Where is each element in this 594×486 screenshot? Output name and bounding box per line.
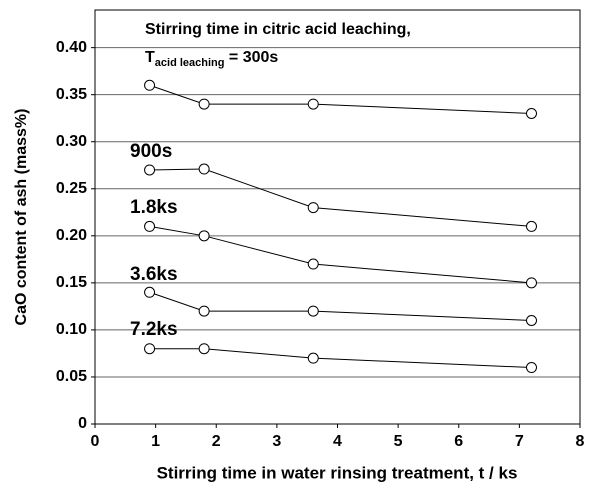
plot-frame	[94, 9, 581, 425]
y-tick-label: 0.20	[56, 227, 87, 244]
y-tick-label: 0.40	[56, 39, 87, 56]
y-tick-label: 0.10	[56, 321, 87, 338]
marker	[198, 230, 210, 242]
marker	[307, 352, 319, 364]
marker	[144, 164, 156, 176]
marker	[144, 286, 156, 298]
marker	[144, 343, 156, 355]
condition-symbol: T	[145, 49, 155, 66]
x-axis-title: Stirring time in water rinsing treatment…	[157, 463, 518, 482]
series-line	[149, 84, 532, 114]
marker	[198, 98, 210, 110]
marker	[144, 79, 156, 91]
series-line	[149, 348, 532, 369]
x-tick-label: 6	[454, 433, 463, 450]
condition: Tacid leaching = 300s	[145, 49, 278, 69]
marker	[307, 258, 319, 270]
marker	[526, 362, 537, 374]
marker	[307, 98, 319, 110]
x-tick-label: 1	[151, 433, 160, 450]
marker	[144, 220, 156, 232]
marker	[526, 220, 537, 232]
marker	[307, 305, 319, 317]
annotation: Stirring time in citric acid leaching,	[145, 21, 411, 38]
x-tick-label: 2	[212, 433, 221, 450]
y-axis-title: CaO content of ash (mass%)	[13, 109, 30, 326]
series-line	[149, 291, 532, 321]
marker	[198, 163, 210, 175]
series-label: 3.6ks	[130, 264, 178, 285]
y-tick-label: 0	[78, 415, 87, 432]
marker	[307, 202, 319, 214]
marker	[198, 305, 210, 317]
series-line	[149, 225, 532, 284]
marker	[526, 108, 537, 119]
y-tick-label: 0.05	[56, 368, 87, 385]
marker	[198, 343, 210, 355]
x-tick-label: 7	[515, 433, 524, 450]
x-tick-label: 0	[91, 433, 100, 450]
marker	[526, 315, 537, 326]
condition-text: = 300s	[224, 49, 278, 66]
y-tick-label: 0.25	[56, 180, 87, 197]
marker	[526, 277, 537, 289]
x-tick-label: 4	[333, 433, 342, 450]
y-tick-label: 0.15	[56, 274, 87, 291]
x-tick-label: 8	[576, 433, 585, 450]
x-tick-label: 3	[272, 433, 281, 450]
y-tick-label: 0.35	[56, 86, 87, 103]
series-label: 900s	[130, 141, 172, 162]
series-label: 1.8ks	[130, 197, 178, 218]
y-tick-label: 0.30	[56, 133, 87, 150]
condition-subscript: acid leaching	[155, 57, 225, 69]
series-label: 7.2ks	[130, 319, 178, 340]
x-tick-label: 5	[394, 433, 403, 450]
series-line	[149, 168, 532, 227]
